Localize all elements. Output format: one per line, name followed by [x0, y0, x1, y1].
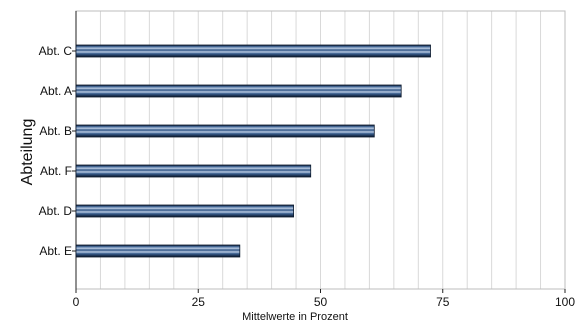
bar: [75, 124, 375, 138]
x-tick-label: 0: [73, 295, 80, 309]
bar: [75, 244, 241, 258]
x-tick-label: 25: [192, 295, 206, 309]
bar: [75, 204, 295, 218]
x-axis-title: Mittelwerte in Prozent: [242, 311, 348, 323]
tick-labels: 0 25 50 75 100 Abt. C Abt. A Abt. B Abt. F Abt. D…: [39, 44, 576, 309]
y-tick-label: Abt. F: [40, 164, 72, 178]
y-tick-label: Abt. C: [39, 44, 73, 58]
bars: [75, 44, 431, 258]
x-tick-label: 100: [555, 295, 575, 309]
bar: [75, 164, 312, 178]
bar: [75, 44, 431, 58]
x-tick-label: 50: [314, 295, 328, 309]
y-axis-title: Abteilung: [19, 119, 36, 186]
y-tick-label: Abt. E: [39, 244, 72, 258]
x-tick-label: 75: [436, 295, 450, 309]
y-tick-label: Abt. B: [39, 124, 72, 138]
y-tick-label: Abt. D: [39, 204, 73, 218]
bar: [75, 84, 402, 98]
y-tick-label: Abt. A: [40, 84, 72, 98]
